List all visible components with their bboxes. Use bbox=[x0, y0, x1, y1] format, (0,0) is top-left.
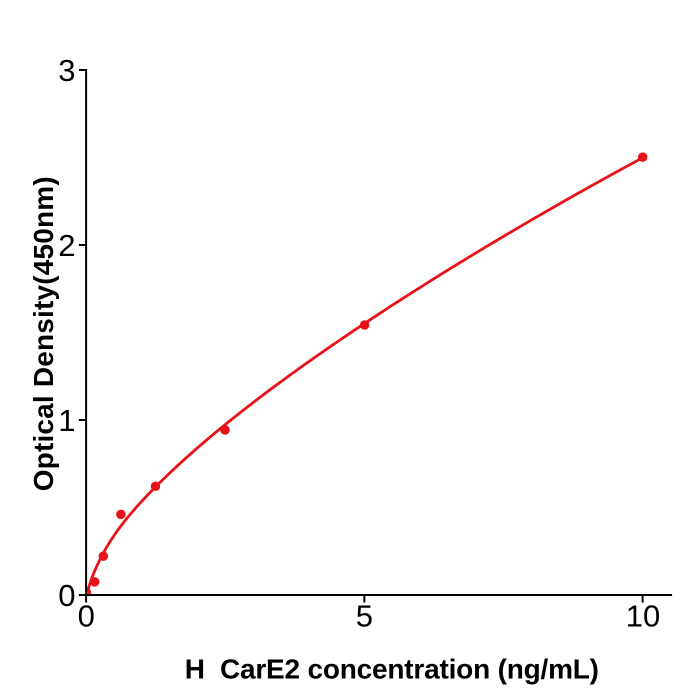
svg-text:H CarE2 concentration (ng/mL): H CarE2 concentration (ng/mL) bbox=[185, 654, 599, 685]
svg-text:5: 5 bbox=[356, 599, 373, 634]
svg-text:0: 0 bbox=[78, 599, 95, 634]
svg-text:3: 3 bbox=[58, 53, 75, 88]
svg-text:Optical Density(450nm): Optical Density(450nm) bbox=[28, 176, 59, 491]
svg-text:1: 1 bbox=[58, 403, 75, 438]
svg-text:0: 0 bbox=[58, 578, 75, 613]
svg-text:10: 10 bbox=[626, 599, 660, 634]
svg-text:2: 2 bbox=[58, 228, 75, 263]
